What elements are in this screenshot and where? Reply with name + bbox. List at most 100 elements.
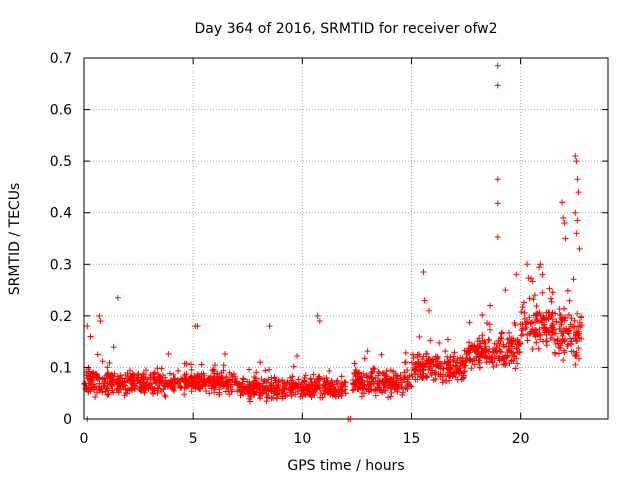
data-point (196, 373, 203, 380)
data-point (327, 390, 334, 397)
data-point (321, 382, 328, 389)
data-point (575, 189, 582, 196)
data-point (537, 336, 544, 343)
data-point (466, 349, 473, 356)
data-point (576, 355, 583, 362)
data-point (408, 359, 415, 366)
data-point (310, 371, 317, 378)
data-point (558, 316, 565, 323)
data-point (572, 352, 579, 359)
data-point (486, 321, 493, 328)
data-point (342, 390, 349, 397)
data-point (86, 376, 93, 383)
data-point (562, 314, 569, 321)
data-point (87, 333, 94, 340)
data-point (109, 376, 116, 383)
data-point (237, 392, 244, 399)
data-point (183, 371, 190, 378)
data-point (493, 349, 500, 356)
data-point (88, 381, 95, 388)
data-point (240, 375, 247, 382)
data-point (410, 355, 417, 362)
data-point (150, 370, 157, 377)
data-point (203, 388, 210, 395)
data-point (388, 389, 395, 396)
data-point (435, 362, 442, 369)
data-point (167, 376, 174, 383)
data-point (297, 393, 304, 400)
data-point (557, 344, 564, 351)
data-point (316, 373, 323, 380)
data-point (92, 394, 99, 401)
data-point (552, 330, 559, 337)
data-point (128, 385, 135, 392)
data-point (537, 261, 544, 268)
data-point (229, 386, 236, 393)
data-point (548, 312, 555, 319)
data-point (298, 381, 305, 388)
data-point (419, 366, 426, 373)
data-point (359, 379, 366, 386)
data-point (540, 314, 547, 321)
data-point (554, 336, 561, 343)
data-point (426, 363, 433, 370)
data-point (533, 339, 540, 346)
data-point (461, 368, 468, 375)
data-point (457, 364, 464, 371)
data-point (96, 380, 103, 387)
data-point (192, 385, 199, 392)
data-point (425, 307, 432, 314)
data-point (240, 376, 247, 383)
data-point (364, 348, 371, 355)
data-point (146, 381, 153, 388)
data-point (304, 384, 311, 391)
data-point (226, 391, 233, 398)
data-point (253, 379, 260, 386)
data-point (326, 367, 333, 374)
data-point (531, 330, 538, 337)
data-point (560, 330, 567, 337)
data-point (453, 368, 460, 375)
data-point (573, 327, 580, 334)
data-point (131, 386, 138, 393)
data-point (524, 331, 531, 338)
data-point (140, 379, 147, 386)
data-point (266, 366, 273, 373)
data-point (181, 391, 188, 398)
data-point (444, 353, 451, 360)
chart-title: Day 364 of 2016, SRMTID for receiver ofw… (194, 21, 497, 37)
data-point (338, 392, 345, 399)
data-point (494, 176, 501, 183)
data-point (236, 387, 243, 394)
data-point (485, 336, 492, 343)
data-point (571, 317, 578, 324)
data-point (231, 373, 238, 380)
data-point (507, 346, 514, 353)
data-point (421, 297, 428, 304)
data-point (572, 152, 579, 159)
data-point (495, 337, 502, 344)
data-point (267, 383, 274, 390)
data-point (188, 388, 195, 395)
data-point (454, 376, 461, 383)
data-point (246, 366, 253, 373)
data-point (290, 363, 297, 370)
x-tick-label: 0 (80, 431, 89, 447)
data-point (290, 389, 297, 396)
data-point (301, 377, 308, 384)
data-point (233, 378, 240, 385)
data-point (561, 349, 568, 356)
data-point (158, 365, 165, 372)
data-point (274, 392, 281, 399)
data-point (194, 323, 201, 330)
data-point (491, 353, 498, 360)
data-point (571, 324, 578, 331)
data-point (422, 364, 429, 371)
data-point (220, 362, 227, 369)
data-point (360, 370, 367, 377)
data-point (573, 230, 580, 237)
data-point (327, 383, 334, 390)
data-point (111, 370, 118, 377)
data-point (330, 386, 337, 393)
data-point (160, 386, 167, 393)
